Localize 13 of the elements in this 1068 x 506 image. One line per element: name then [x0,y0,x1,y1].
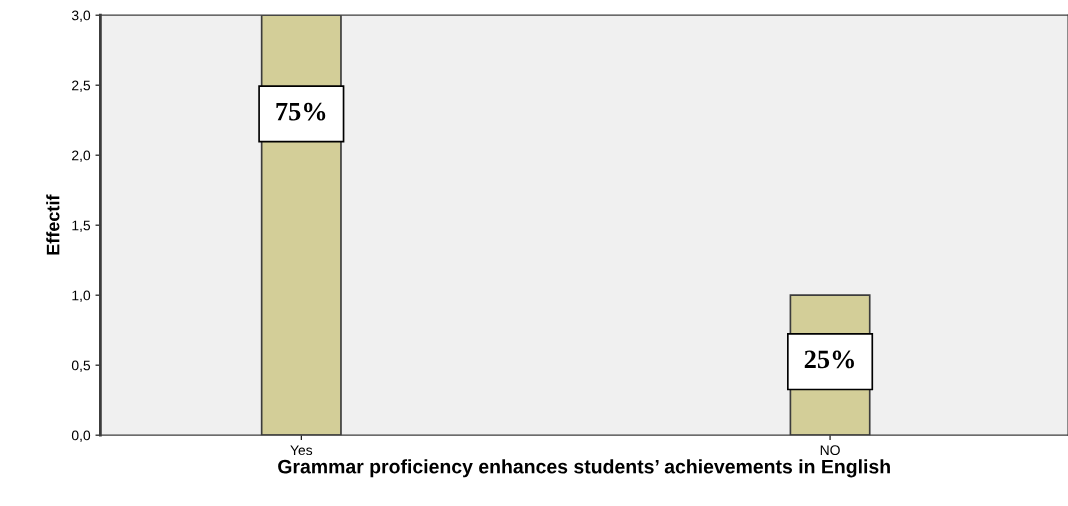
annotation: 25% [804,350,854,369]
x-axis-title: Grammar proficiency enhances students’ achievements in English [278,459,890,478]
y-axis-title: Effectif [46,194,60,255]
x-tick-label: Yes [290,445,313,456]
y-tick-label: 1,5 [72,220,91,232]
y-tick-label: 2,5 [72,80,91,92]
y-tick-label: 0,0 [71,430,91,442]
y-tick-label: 2,0 [72,150,91,162]
x-tick-label: NO [820,445,840,456]
y-tick-label: 1,0 [72,290,91,302]
y-tick-label: 3,0 [71,10,91,22]
y-tick-label: 0,5 [71,360,91,372]
annotation: 75% [276,102,326,121]
